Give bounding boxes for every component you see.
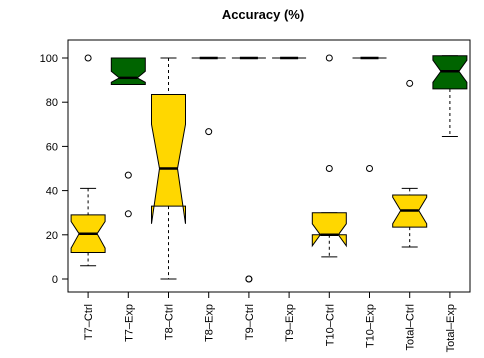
box: [151, 94, 186, 224]
y-tick-label: 0: [52, 274, 58, 286]
x-tick-label: T8–Exp: [204, 304, 216, 342]
outlier-point: [124, 210, 132, 218]
box: [311, 212, 347, 248]
outlier-point: [245, 275, 253, 283]
chart-title: Accuracy (%): [222, 7, 304, 22]
box: [110, 57, 146, 85]
outlier-point: [366, 165, 373, 172]
x-tick-label: T10–Exp: [365, 304, 377, 348]
x-tick-label: T10–Ctrl: [324, 304, 336, 346]
outlier-point: [325, 54, 333, 62]
x-tick-label: Total–Exp: [445, 304, 457, 352]
outlier-point: [406, 79, 414, 87]
y-tick-label: 20: [46, 230, 58, 242]
plot-area: 0 20 40 60 80 100 T7–Ctrl T7–Exp T8–Ctrl T8–Exp T9…: [40, 39, 471, 352]
x-tick-label: Total–Ctrl: [405, 304, 417, 350]
outlier-point: [124, 171, 132, 179]
y-tick-label: 80: [46, 97, 58, 109]
y-tick-label: 40: [46, 186, 58, 198]
y-tick-label: 100: [40, 53, 58, 65]
outlier-point: [325, 165, 333, 172]
x-tick-label: T7–Ctrl: [83, 304, 95, 340]
x-tick-label: T9–Exp: [284, 304, 296, 342]
x-tick-label: T7–Exp: [123, 304, 135, 342]
outlier-point: [205, 128, 213, 136]
outlier-point: [84, 54, 92, 62]
plot-frame: [67, 39, 471, 293]
x-tick-label: T9–Ctrl: [244, 304, 256, 340]
y-tick-label: 60: [46, 141, 58, 153]
x-tick-label: T8–Ctrl: [164, 304, 176, 340]
